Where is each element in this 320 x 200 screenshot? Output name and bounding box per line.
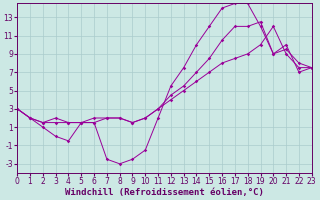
X-axis label: Windchill (Refroidissement éolien,°C): Windchill (Refroidissement éolien,°C) bbox=[65, 188, 264, 197]
